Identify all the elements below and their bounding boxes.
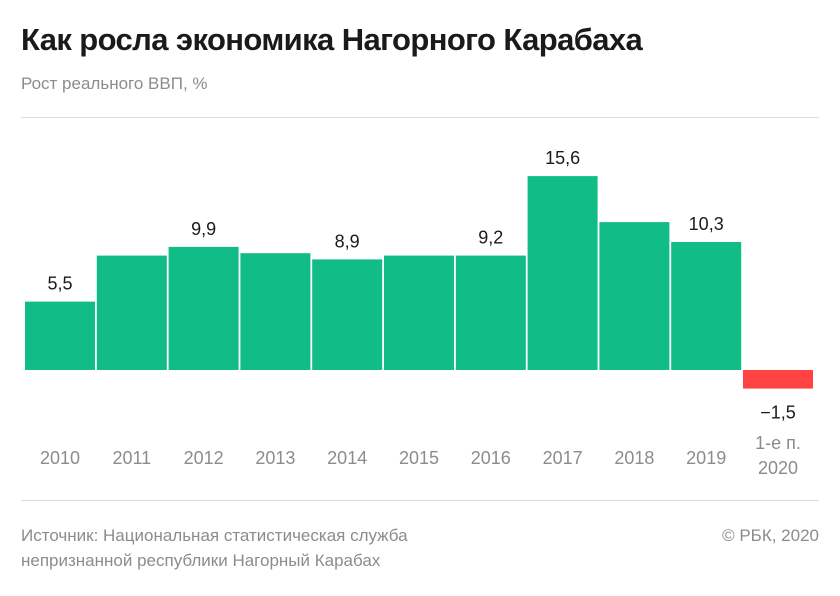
- bar-2: [168, 246, 239, 370]
- bar-6: [455, 255, 526, 370]
- copyright: © РБК, 2020: [722, 526, 819, 545]
- bar-5: [384, 255, 454, 370]
- tick-label-10: 1-е п. 2020: [755, 433, 801, 478]
- value-labels-group: 5,5 9,9 8,9 9,2 15,6 10,3 −1,5: [47, 148, 795, 423]
- value-label-2: 9,9: [191, 219, 216, 239]
- bar-1: [96, 255, 167, 370]
- value-label-0: 5,5: [47, 274, 72, 294]
- value-label-9: 10,3: [689, 214, 724, 234]
- source-line-2: непризнанной республики Нагорный Карабах: [21, 551, 381, 570]
- tick-label-0: 2010: [40, 448, 80, 468]
- value-label-7: 15,6: [545, 148, 580, 168]
- chart-title: Как росла экономика Нагорного Карабаха: [21, 22, 643, 57]
- bar-7: [527, 176, 598, 370]
- bar-9: [671, 242, 742, 370]
- bar-8: [599, 222, 670, 370]
- tick-labels-group: 2010 2011 2012 2013 2014 2015 2016 2017 2018 2019…: [40, 433, 801, 478]
- source-line-1: Источник: Национальная статистическая сл…: [21, 526, 408, 545]
- bar-3: [240, 253, 311, 370]
- tick-label-5: 2015: [399, 448, 439, 468]
- source-note: Источник: Национальная статистическая сл…: [21, 523, 408, 573]
- tick-label-8: 2018: [614, 448, 654, 468]
- bar-0: [25, 301, 95, 370]
- value-label-10: −1,5: [760, 403, 796, 423]
- tick-label-1: 2011: [112, 448, 151, 468]
- tick-label-4: 2014: [327, 448, 367, 468]
- value-label-6: 9,2: [478, 228, 503, 248]
- chart-subtitle: Рост реального ВВП, %: [21, 74, 208, 93]
- bar-4: [312, 259, 383, 370]
- bars-group: [25, 176, 813, 389]
- tick-label-3: 2013: [255, 448, 295, 468]
- top-divider: [21, 117, 819, 118]
- tick-label-6: 2016: [471, 448, 511, 468]
- bar-chart: 5,59,98,9 9,215,610,3−1,5 2010 2011 2012 201…: [25, 148, 813, 478]
- tick-label-7: 2017: [543, 448, 583, 468]
- bottom-divider: [21, 500, 819, 501]
- tick-label-9: 2019: [686, 448, 726, 468]
- value-label-4: 8,9: [335, 231, 360, 251]
- tick-label-2: 2012: [184, 448, 224, 468]
- bar-10: [743, 370, 813, 389]
